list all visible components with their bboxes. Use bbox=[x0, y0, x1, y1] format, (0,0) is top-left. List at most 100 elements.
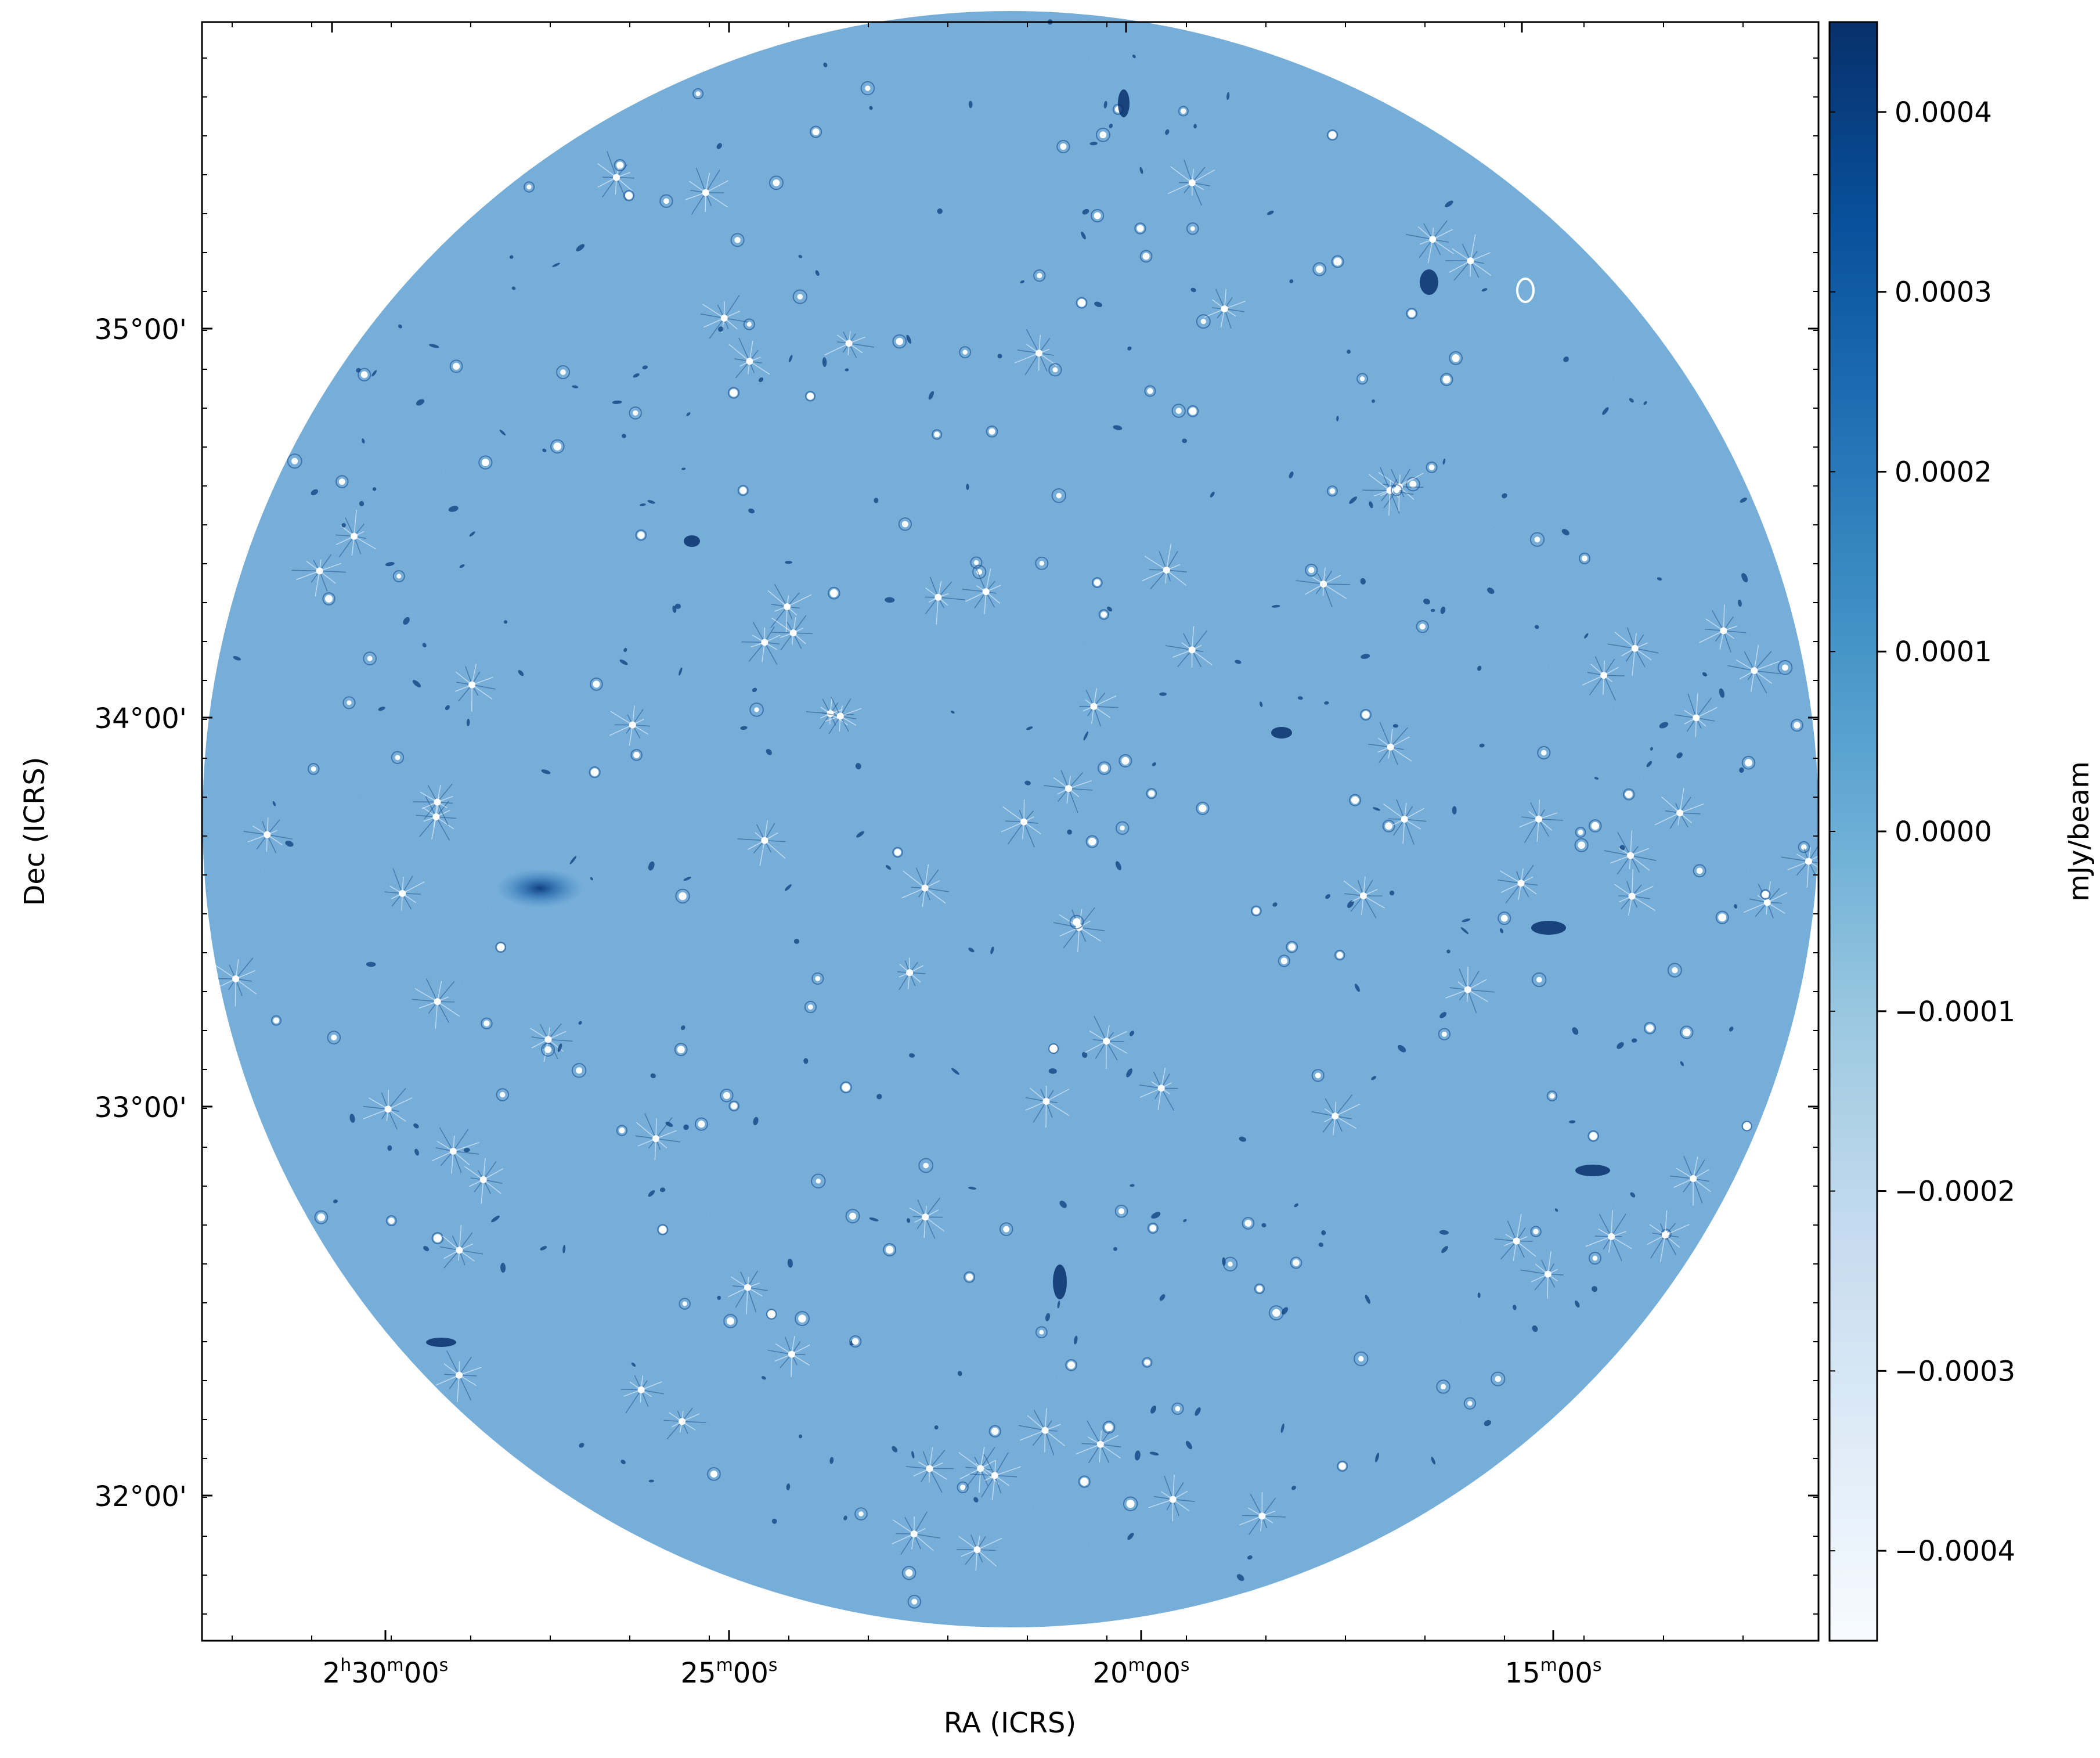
sidelobe-ray bbox=[457, 685, 472, 702]
bright-source-core bbox=[827, 710, 834, 718]
sidelobe-ray bbox=[267, 834, 293, 840]
sidelobe-ray bbox=[353, 536, 376, 550]
compact-source-ring bbox=[287, 453, 302, 469]
sidelobe-ray bbox=[728, 344, 750, 362]
compact-source bbox=[901, 521, 908, 528]
sidelobe-ray bbox=[1445, 989, 1468, 999]
faint-source bbox=[429, 344, 439, 348]
compact-source-ring bbox=[1575, 827, 1586, 838]
compact-source bbox=[1762, 891, 1769, 898]
faint-source bbox=[631, 1362, 636, 1367]
bright-source-core bbox=[1690, 1175, 1697, 1183]
colorbar-tick-label: −0.0003 bbox=[1895, 1355, 2015, 1388]
compact-source-ring bbox=[1463, 1397, 1477, 1410]
sidelobe-ray bbox=[1380, 467, 1391, 491]
bright-source-core bbox=[788, 1350, 795, 1358]
sidelobe-ray bbox=[1018, 1425, 1045, 1431]
faint-source bbox=[1289, 471, 1294, 479]
compact-source-ring bbox=[1546, 1090, 1558, 1102]
compact-source-ring bbox=[932, 429, 943, 440]
sidelobe-ray bbox=[654, 1139, 656, 1161]
sidelobe-ray bbox=[482, 1158, 486, 1180]
sidelobe-ray bbox=[1659, 1235, 1666, 1262]
bright-source-with-sidelobes bbox=[384, 868, 425, 911]
compact-source bbox=[619, 1127, 625, 1134]
faint-source bbox=[511, 286, 516, 290]
compact-source bbox=[1244, 1219, 1252, 1227]
bright-source-core bbox=[702, 189, 709, 196]
compact-source-ring bbox=[327, 1031, 341, 1044]
sidelobe-ray bbox=[291, 570, 320, 572]
faint-source bbox=[1439, 1230, 1449, 1235]
faint-source bbox=[378, 707, 385, 711]
faint-source bbox=[815, 270, 820, 276]
sidelobe-ray bbox=[353, 509, 357, 536]
sidelobe-ray bbox=[1192, 649, 1213, 665]
compact-source-ring bbox=[478, 455, 493, 470]
faint-source bbox=[934, 1425, 939, 1430]
sidelobe-ray bbox=[1334, 1115, 1357, 1129]
faint-source bbox=[793, 938, 800, 944]
extended-source bbox=[1531, 921, 1566, 935]
compact-source bbox=[1409, 480, 1417, 488]
compact-source-ring bbox=[449, 359, 463, 373]
sidelobe-ray bbox=[235, 970, 256, 979]
bright-source-with-sidelobes bbox=[609, 705, 651, 746]
sidelobe-ray bbox=[439, 1127, 454, 1152]
sidelobe-ray bbox=[1693, 1178, 1712, 1193]
faint-source bbox=[1442, 458, 1446, 465]
faint-source bbox=[674, 603, 681, 609]
sidelobe-ray bbox=[1368, 744, 1391, 748]
sidelobe-ray bbox=[1396, 799, 1405, 820]
faint-source bbox=[1481, 288, 1488, 292]
faint-source bbox=[1430, 608, 1435, 613]
sidelobe-ray bbox=[437, 1001, 460, 1017]
sidelobe-ray bbox=[1343, 880, 1364, 896]
compact-source bbox=[347, 700, 352, 705]
sidelobe-ray bbox=[1467, 979, 1487, 990]
sidelobe-ray bbox=[435, 816, 454, 830]
compact-source-ring bbox=[314, 1210, 329, 1224]
bright-source-with-sidelobes bbox=[909, 1198, 945, 1239]
compact-source-ring bbox=[1305, 563, 1318, 577]
faint-source bbox=[786, 1483, 791, 1490]
compact-source-ring bbox=[1196, 314, 1211, 329]
faint-source bbox=[414, 1148, 419, 1156]
compact-source-ring bbox=[1078, 1475, 1091, 1488]
faint-source bbox=[541, 769, 551, 774]
compact-source-ring bbox=[541, 1042, 555, 1057]
faint-source bbox=[1235, 660, 1242, 664]
bright-source-with-sidelobes bbox=[1674, 693, 1717, 737]
compact-source-ring bbox=[1048, 363, 1062, 377]
compact-source-ring bbox=[1056, 139, 1070, 154]
faint-source bbox=[1193, 124, 1197, 129]
sidelobe-ray bbox=[892, 1533, 915, 1544]
compact-source bbox=[1228, 1261, 1233, 1267]
compact-source bbox=[934, 431, 940, 438]
bright-source-core bbox=[264, 831, 271, 838]
sidelobe-ray bbox=[1323, 583, 1333, 607]
faint-source bbox=[398, 324, 402, 329]
sidelobe-ray bbox=[1399, 486, 1424, 488]
faint-source bbox=[1074, 1335, 1078, 1345]
compact-source-ring bbox=[571, 1062, 587, 1078]
compact-source bbox=[663, 198, 669, 204]
sidelobe-ray bbox=[901, 887, 925, 899]
compact-source-ring bbox=[1438, 1028, 1451, 1040]
sidelobe-ray bbox=[1634, 647, 1659, 654]
bright-source-with-sidelobes bbox=[1669, 1156, 1712, 1206]
sidelobe-ray bbox=[412, 999, 438, 1002]
sidelobe-ray bbox=[746, 1287, 748, 1314]
compact-source-ring bbox=[1790, 719, 1804, 732]
bright-source-with-sidelobes bbox=[958, 1446, 1000, 1493]
faint-source bbox=[966, 484, 969, 490]
sidelobe-ray bbox=[1664, 1210, 1668, 1235]
compact-source bbox=[806, 392, 814, 400]
bright-source-with-sidelobes bbox=[1368, 722, 1412, 765]
compact-source bbox=[807, 1004, 813, 1010]
bright-source-with-sidelobes bbox=[1025, 1086, 1070, 1128]
sidelobe-ray bbox=[1019, 1429, 1045, 1441]
sidelobe-ray bbox=[925, 887, 949, 892]
sidelobe-ray bbox=[983, 1454, 995, 1476]
sidelobe-ray bbox=[435, 816, 450, 841]
